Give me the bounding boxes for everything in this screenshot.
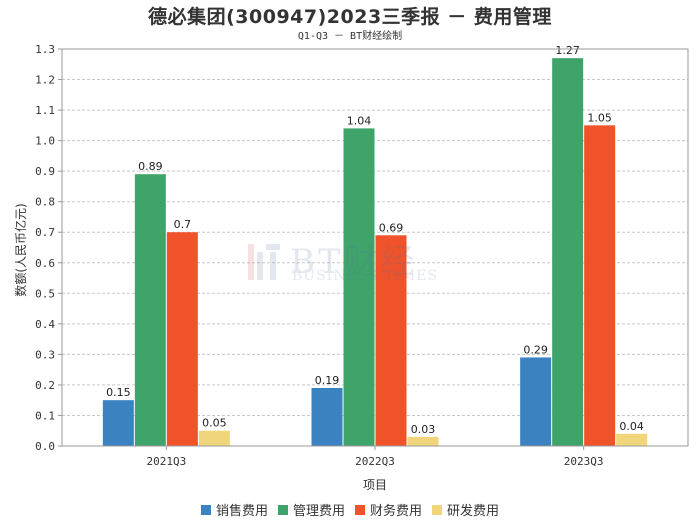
legend-swatch [432, 504, 443, 515]
legend-item[interactable]: 销售费用 [200, 500, 268, 519]
legend-label: 销售费用 [215, 504, 268, 519]
bar [166, 232, 198, 446]
bar [102, 400, 134, 446]
data-label: 0.05 [202, 417, 227, 430]
legend-label: 管理费用 [292, 504, 345, 519]
y-tick-label: 1.2 [35, 74, 55, 87]
y-tick-label: 1.3 [35, 43, 55, 56]
y-axis-title: 数额(人民币亿元) [13, 203, 28, 296]
legend-label: 财务费用 [370, 504, 423, 519]
y-tick-label: 0.4 [35, 318, 55, 331]
data-label: 0.15 [106, 386, 131, 399]
bar [584, 125, 616, 446]
data-labels: 0.15 0.89 0.7 0.05 0.19 1.04 0.69 0.03 0.29 1.27 1… [106, 44, 644, 436]
bar [375, 235, 407, 446]
bar [311, 387, 343, 446]
bar [198, 430, 230, 446]
data-label: 0.19 [315, 374, 340, 387]
y-tick-label: 0.5 [35, 287, 55, 300]
data-label: 0.7 [174, 218, 192, 231]
y-tick-label: 0.7 [35, 226, 55, 239]
data-label: 0.29 [523, 343, 548, 356]
data-label: 0.89 [138, 160, 163, 173]
legend-swatch [277, 504, 288, 515]
data-label: 1.27 [555, 44, 580, 57]
legend: 销售费用 管理费用 财务费用 研发费用 [0, 500, 700, 519]
legend-swatch [355, 504, 365, 515]
legend-item[interactable]: 财务费用 [355, 500, 422, 519]
data-label: 0.69 [379, 221, 404, 234]
bar [134, 174, 166, 446]
bars [102, 58, 648, 447]
y-tick-label: 0.0 [35, 440, 55, 453]
bar [343, 128, 375, 446]
chart-title: 德必集团(300947)2023三季报 － 费用管理 [148, 6, 552, 28]
y-tick-label: 1.0 [35, 135, 55, 148]
y-tick-label: 0.6 [35, 257, 55, 270]
grid-lines [62, 79, 688, 416]
x-tick-label: 2022Q3 [355, 455, 395, 468]
bar [520, 357, 552, 446]
bar [407, 436, 439, 446]
data-label: 1.04 [347, 114, 372, 127]
y-tick-label: 0.8 [35, 196, 55, 209]
legend-item[interactable]: 研发费用 [432, 500, 499, 519]
axes: 0.0 0.1 0.2 0.3 0.4 0.5 0.6 0.7 0.8 0.9 1.0 1.1 1.2 1… [35, 43, 689, 468]
y-tick-label: 0.1 [35, 409, 55, 422]
y-tick-label: 0.2 [35, 379, 55, 392]
data-label: 0.03 [411, 423, 436, 436]
x-tick-label: 2023Q3 [564, 455, 604, 468]
y-tick-label: 0.9 [35, 165, 55, 178]
data-label: 1.05 [587, 111, 612, 124]
legend-item[interactable]: 管理费用 [277, 500, 345, 519]
bar [552, 58, 584, 447]
legend-label: 研发费用 [447, 504, 500, 519]
y-tick-label: 0.3 [35, 348, 55, 361]
x-tick-label: 2021Q3 [146, 455, 186, 468]
bar [616, 433, 648, 446]
y-tick-label: 1.1 [35, 104, 55, 117]
chart-subtitle: Q1-Q3 － BT财经绘制 [297, 31, 403, 42]
x-axis-title: 项目 [363, 478, 387, 492]
data-label: 0.04 [619, 420, 644, 433]
legend-swatch [200, 504, 211, 515]
